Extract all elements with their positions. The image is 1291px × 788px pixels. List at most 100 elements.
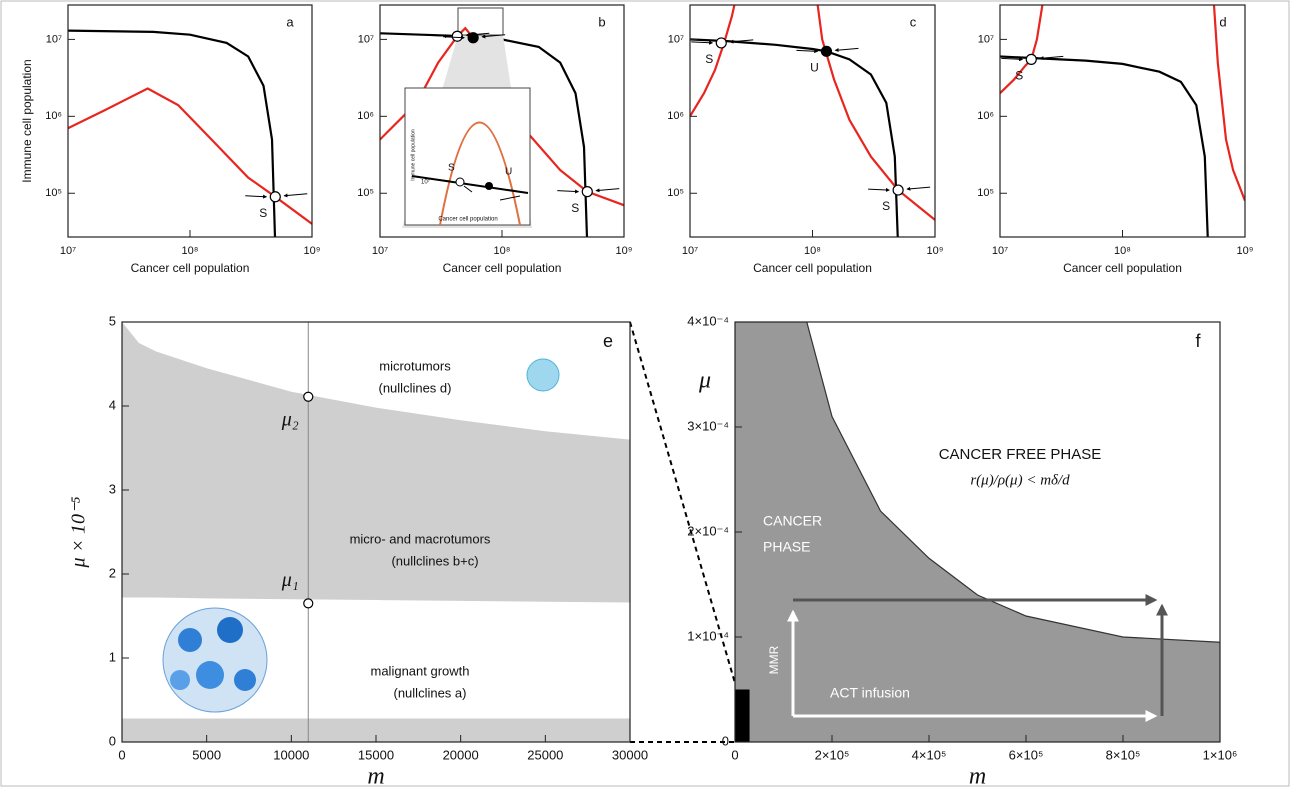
y-tick-label: 3×10⁻⁴ [687, 418, 729, 433]
region-label: PHASE [763, 539, 810, 555]
equilibrium-point [716, 38, 726, 48]
panel-letter: a [286, 14, 294, 29]
y-tick-label: 10⁵ [45, 187, 62, 199]
region-label: malignant growth [371, 663, 470, 678]
x-tick-label: 30000 [612, 747, 648, 762]
x-tick-label: 10⁸ [1114, 245, 1131, 257]
x-axis-label: m [367, 764, 384, 788]
y-tick-label: 10⁶ [667, 110, 684, 122]
x-tick-label: 4×10⁵ [912, 747, 947, 762]
point-label: μ₁ [281, 569, 299, 591]
panel-letter: e [603, 331, 613, 351]
region-label: (nullclines d) [379, 380, 452, 395]
region-label: (nullclines b+c) [391, 553, 478, 568]
inset-point [485, 182, 493, 190]
region-label: ACT infusion [830, 685, 910, 701]
x-tick-label: 10⁸ [494, 245, 511, 257]
point-label: S [571, 201, 579, 215]
equilibrium-point [452, 31, 462, 41]
x-axis-label: Cancer cell population [131, 261, 250, 275]
x-tick-label: 25000 [527, 747, 563, 762]
x-tick-label: 10⁹ [1237, 245, 1254, 257]
equilibrium-point [893, 185, 903, 195]
x-tick-label: 8×10⁵ [1106, 747, 1141, 762]
y-tick-label: 10⁶ [977, 110, 994, 122]
x-tick-label: 10⁷ [992, 245, 1008, 257]
y-tick-label: 10⁷ [978, 33, 994, 45]
inset-label: S [448, 163, 455, 174]
cell [178, 628, 202, 652]
inset-x-label: Cancer cell population [438, 217, 497, 223]
x-tick-label: 10⁷ [372, 245, 388, 257]
y-tick-label: 10⁷ [668, 33, 684, 45]
x-tick-label: 5000 [192, 747, 221, 762]
y-tick-label: 10⁷ [46, 33, 62, 45]
x-tick-label: 10⁸ [804, 245, 821, 257]
point-label: S [1015, 69, 1023, 83]
figure: 10⁷ 10⁸ 10⁹ 10⁵ 10⁶ 10⁷ Cancer cell population… [0, 0, 1291, 788]
zoom-box [735, 690, 750, 743]
equilibrium-point [1026, 54, 1036, 64]
point-label: μ₂ [281, 408, 299, 430]
panel-letter: b [598, 14, 605, 29]
x-tick-label: 6×10⁵ [1009, 747, 1044, 762]
point-label: S [259, 206, 267, 220]
equilibrium-point [304, 599, 313, 608]
region-label: CANCER FREE PHASE [939, 446, 1102, 463]
y-axis-label: μ × 10⁻⁵ [68, 496, 90, 568]
region-label: MMR [767, 645, 781, 674]
inset-label: U [505, 167, 512, 178]
point-label: S [705, 52, 713, 66]
equilibrium-point [582, 187, 592, 197]
inset-frame [405, 88, 530, 225]
region-label: (nullclines a) [394, 685, 467, 700]
y-axis-label: Immune cell population [20, 59, 34, 182]
inset-y-label: Immune cell population [410, 129, 416, 181]
y-tick-label: 4 [109, 397, 116, 412]
y-tick-label: 10⁵ [977, 187, 994, 199]
y-tick-label: 1 [109, 649, 116, 664]
y-tick-label: 4×10⁻⁴ [687, 313, 729, 328]
inset-point [456, 178, 464, 186]
y-tick-label: 10⁶ [357, 110, 374, 122]
x-tick-label: 10000 [273, 747, 309, 762]
x-tick-label: 0 [731, 747, 738, 762]
x-tick-label: 10⁸ [182, 245, 199, 257]
panel-letter: d [1219, 14, 1226, 29]
equilibrium-point [468, 33, 478, 43]
x-tick-label: 10⁹ [927, 245, 944, 257]
y-tick-label: 0 [722, 733, 729, 748]
x-tick-label: 2×10⁵ [815, 747, 850, 762]
cell [234, 669, 256, 691]
x-axis-label: Cancer cell population [1063, 261, 1182, 275]
cell [170, 670, 190, 690]
cell-cluster-small [527, 359, 559, 391]
y-tick-label: 10⁵ [357, 187, 374, 199]
y-tick-label: 1×10⁻⁴ [687, 628, 729, 643]
x-tick-label: 1×10⁶ [1203, 747, 1238, 762]
cell-cluster-large [163, 608, 267, 712]
x-tick-label: 10⁹ [616, 245, 633, 257]
region-label: CANCER [763, 513, 822, 529]
y-tick-label: 10⁵ [667, 187, 684, 199]
x-tick-label: 10⁷ [60, 245, 76, 257]
region-label: microtumors [379, 358, 451, 373]
x-axis-label: Cancer cell population [753, 261, 872, 275]
region-label: r(μ)/ρ(μ) < mδ/d [970, 472, 1070, 488]
x-tick-label: 10⁷ [682, 245, 698, 257]
x-axis-label: m [969, 764, 986, 788]
point-label: U [810, 60, 819, 74]
x-tick-label: 10⁹ [304, 245, 321, 257]
cell [217, 617, 243, 643]
equilibrium-point [821, 46, 831, 56]
y-tick-label: 5 [109, 313, 116, 328]
panel-letter: c [910, 14, 917, 29]
cell [196, 661, 224, 689]
y-tick-label: 0 [109, 733, 116, 748]
x-tick-label: 0 [118, 747, 125, 762]
region-label: micro- and macrotumors [350, 531, 491, 546]
inset-y-tick: 10⁷ [421, 179, 430, 186]
point-label: S [882, 199, 890, 213]
x-tick-label: 20000 [443, 747, 479, 762]
y-tick-label: 2 [109, 565, 116, 580]
